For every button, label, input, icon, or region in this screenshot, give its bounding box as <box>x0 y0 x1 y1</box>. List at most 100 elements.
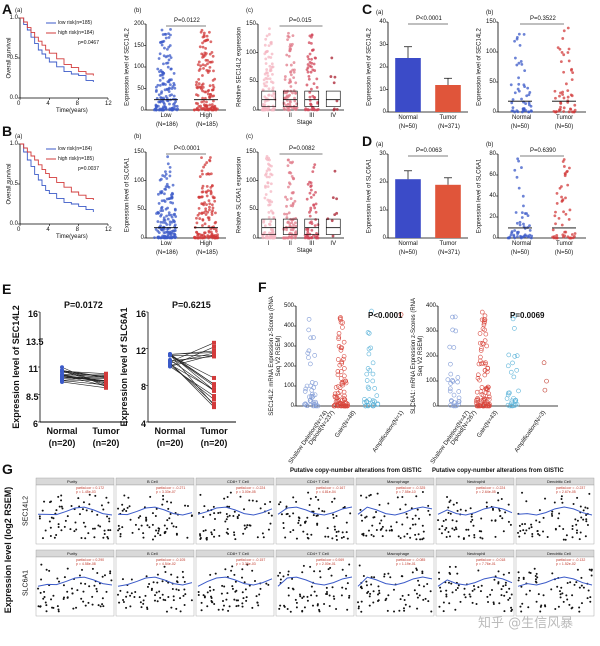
data-point <box>206 189 210 193</box>
data-point <box>200 169 204 173</box>
data-point <box>167 36 171 39</box>
data-point <box>287 211 291 215</box>
data-point <box>367 397 372 402</box>
data-point <box>160 205 164 209</box>
data-point <box>48 569 51 572</box>
g-cell <box>355 477 435 545</box>
data-point <box>278 503 281 506</box>
data-point <box>509 403 514 408</box>
data-point <box>361 533 364 536</box>
data-point <box>337 530 340 533</box>
data-point <box>522 234 526 238</box>
data-point <box>567 217 571 221</box>
g-partial-cor: partial.cor = 0.069 p = 2.00e-01 <box>316 558 345 566</box>
data-point <box>561 199 564 203</box>
data-point <box>358 564 361 567</box>
data-point <box>306 66 310 70</box>
data-point <box>306 595 309 598</box>
data-point <box>336 334 342 340</box>
data-point <box>538 534 541 537</box>
data-point <box>311 385 317 390</box>
data-point <box>265 68 269 71</box>
data-point <box>161 83 165 86</box>
data-point <box>348 596 351 599</box>
data-point <box>332 516 335 519</box>
data-point <box>206 591 209 594</box>
data-point <box>267 44 271 48</box>
data-point <box>332 81 336 85</box>
pair-line <box>169 364 215 400</box>
data-point <box>202 594 205 597</box>
data-point <box>421 491 424 494</box>
data-point <box>205 184 209 188</box>
data-point <box>160 96 163 100</box>
data-point <box>122 598 125 601</box>
data-point <box>167 185 171 189</box>
data-point <box>182 576 185 579</box>
y-tick-label: 60 <box>489 172 496 178</box>
data-point <box>290 106 294 110</box>
data-point <box>335 372 341 378</box>
data-point <box>360 585 363 588</box>
data-point <box>169 27 172 31</box>
data-point <box>263 95 267 99</box>
data-point <box>486 397 492 402</box>
data-point <box>166 500 169 503</box>
data-point <box>584 535 587 538</box>
x-tick-label: 4 <box>46 227 50 233</box>
y-tick-label: 300 <box>425 328 436 334</box>
data-point <box>586 507 589 510</box>
data-point <box>285 228 288 232</box>
g-column-label: Dendritic Cell <box>547 551 571 556</box>
data-point <box>304 521 307 524</box>
tumor-point <box>104 382 108 387</box>
box <box>304 90 320 107</box>
g-cell <box>115 477 195 545</box>
panel-label-d: D <box>362 133 373 149</box>
data-point <box>256 601 259 604</box>
data-point <box>269 56 273 59</box>
g-row-label: SEC14L2 <box>22 496 30 526</box>
data-point <box>149 495 152 498</box>
data-point <box>262 82 266 86</box>
data-point <box>483 331 489 337</box>
data-point <box>267 512 270 515</box>
data-point <box>78 574 81 577</box>
y-tick-label: 200 <box>133 21 144 27</box>
data-point <box>169 213 173 217</box>
data-point <box>521 194 525 198</box>
data-point <box>170 501 173 504</box>
data-point <box>513 39 516 43</box>
data-point <box>197 77 201 81</box>
data-point <box>125 606 128 609</box>
data-point <box>289 197 293 200</box>
data-point <box>338 369 344 374</box>
data-point <box>477 331 483 336</box>
x-subcategory-label: (n=20) <box>200 438 228 448</box>
data-point <box>214 572 217 575</box>
data-point <box>567 59 571 63</box>
data-point <box>511 98 515 101</box>
data-point <box>151 523 154 526</box>
data-point <box>166 162 170 166</box>
data-point <box>486 391 491 396</box>
data-point <box>308 361 313 367</box>
data-point <box>200 83 204 87</box>
data-point <box>195 221 199 225</box>
data-point <box>555 191 559 195</box>
data-point <box>287 54 291 58</box>
data-point <box>509 233 513 237</box>
data-point <box>302 389 308 394</box>
data-point <box>457 584 460 587</box>
data-point <box>181 570 184 573</box>
data-point <box>161 209 165 212</box>
panel-label-c: C <box>362 1 373 17</box>
data-point <box>315 594 318 597</box>
data-point <box>119 589 122 592</box>
data-point <box>574 518 577 521</box>
data-point <box>348 594 351 597</box>
data-point <box>269 522 272 525</box>
data-point <box>264 503 267 506</box>
data-point <box>317 498 320 501</box>
data-point <box>589 596 592 599</box>
